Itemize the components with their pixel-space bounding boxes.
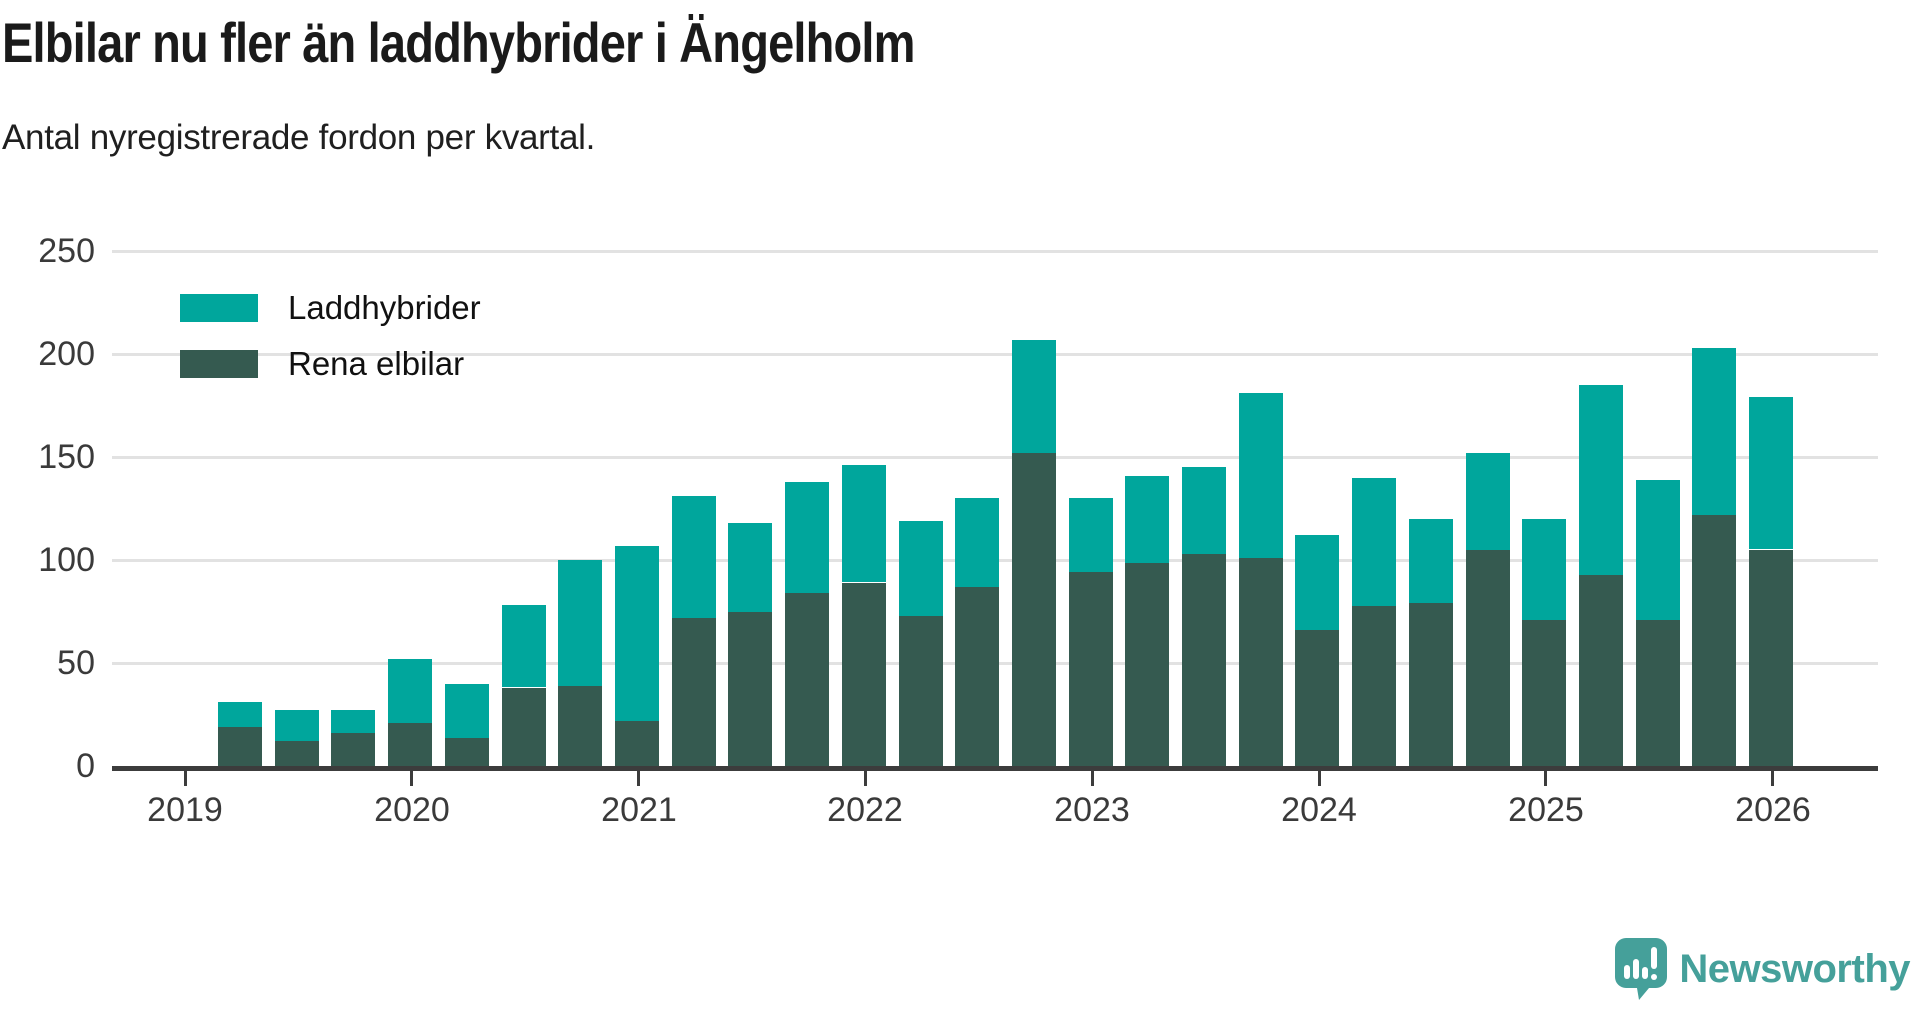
bar-segment-laddhybrider [728,523,772,612]
bar-segment-rena-elbilar [331,733,375,766]
bar-segment-rena-elbilar [1692,515,1736,766]
bar-segment-laddhybrider [899,521,943,616]
bar-segment-rena-elbilar [1522,620,1566,766]
bar-segment-laddhybrider [1579,385,1623,575]
bar-segment-rena-elbilar [1295,630,1339,766]
bar-segment-rena-elbilar [1636,620,1680,766]
bar-segment-laddhybrider [388,659,432,723]
bar-segment-rena-elbilar [1182,554,1226,766]
newsworthy-logo: Newsworthy [1615,938,1910,1000]
bar-segment-laddhybrider [1352,478,1396,606]
bar-segment-rena-elbilar [1466,550,1510,766]
bar-segment-laddhybrider [1295,535,1339,630]
bar-segment-laddhybrider [502,605,546,687]
bar-segment-laddhybrider [1182,467,1226,554]
bar-segment-laddhybrider [842,465,886,582]
bar-segment-rena-elbilar [1239,558,1283,766]
bar-segment-rena-elbilar [502,688,546,766]
bar-segment-laddhybrider [1069,498,1113,572]
x-axis-tick [1771,771,1774,786]
bar-segment-rena-elbilar [445,737,489,766]
bar-segment-rena-elbilar [1749,550,1793,766]
legend-swatch-rena-elbilar [180,350,258,378]
gridline-y-250 [112,250,1878,253]
bar-segment-laddhybrider [1636,480,1680,620]
bar-segment-laddhybrider [1239,393,1283,558]
bar-segment-laddhybrider [955,498,999,587]
x-axis-tick-label: 2019 [147,791,223,829]
bar-segment-laddhybrider [275,710,319,741]
bar-segment-laddhybrider [615,546,659,721]
bar-segment-laddhybrider [1409,519,1453,603]
x-axis-tick [184,771,187,786]
x-axis-tick-label: 2021 [601,791,677,829]
chart-subtitle: Antal nyregistrerade fordon per kvartal. [2,118,596,157]
bar-segment-rena-elbilar [218,727,262,766]
bar-segment-rena-elbilar [672,618,716,766]
bar-segment-laddhybrider [1692,348,1736,515]
legend-label: Rena elbilar [288,345,465,382]
bar-segment-laddhybrider [218,702,262,727]
bar-segment-laddhybrider [1749,397,1793,549]
y-axis-tick-label: 150 [38,438,95,476]
x-axis-tick [864,771,867,786]
newsworthy-bubble-icon [1615,938,1668,1000]
x-axis-tick [1091,771,1094,786]
bar-segment-laddhybrider [672,496,716,618]
bar-segment-laddhybrider [785,482,829,593]
bar-segment-rena-elbilar [955,587,999,766]
x-axis-tick-label: 2023 [1054,791,1130,829]
x-axis-tick-label: 2024 [1281,791,1357,829]
legend-item-rena-elbilar: Rena elbilar [180,345,481,382]
bar-segment-rena-elbilar [728,612,772,767]
x-axis-tick [410,771,413,786]
gridline-y-200 [112,353,1878,356]
legend-item-laddhybrider: Laddhybrider [180,289,481,326]
bar-segment-rena-elbilar [1125,562,1169,766]
y-axis-tick-label: 200 [38,335,95,373]
bar-segment-rena-elbilar [1579,574,1623,766]
newsworthy-wordmark: Newsworthy [1679,946,1910,991]
bar-segment-rena-elbilar [1352,605,1396,766]
x-axis-tick-label: 2020 [374,791,450,829]
bar-segment-laddhybrider [558,560,602,686]
x-axis-tick-label: 2026 [1735,791,1811,829]
y-axis-tick-label: 250 [38,232,95,270]
bar-segment-laddhybrider [445,684,489,738]
x-axis-tick [1318,771,1321,786]
bar-segment-rena-elbilar [388,723,432,766]
bar-segment-rena-elbilar [558,686,602,766]
x-axis-line [112,766,1878,771]
bar-segment-laddhybrider [331,710,375,733]
y-axis-tick-label: 50 [57,644,95,682]
y-axis-tick-label: 0 [76,747,95,785]
x-axis-tick [1544,771,1547,786]
chart-title: Elbilar nu fler än laddhybrider i Ängelh… [2,11,915,74]
bar-segment-rena-elbilar [842,583,886,766]
x-axis-tick-label: 2025 [1508,791,1584,829]
bar-segment-rena-elbilar [899,616,943,766]
y-axis-tick-label: 100 [38,541,95,579]
bar-segment-rena-elbilar [275,741,319,766]
gridline-y-150 [112,456,1878,459]
bar-segment-rena-elbilar [1409,603,1453,766]
bar-segment-laddhybrider [1522,519,1566,620]
bar-segment-rena-elbilar [1069,572,1113,766]
legend-swatch-laddhybrider [180,294,258,322]
bar-segment-rena-elbilar [615,721,659,766]
x-axis-tick-label: 2022 [827,791,903,829]
x-axis-tick [637,771,640,786]
legend-label: Laddhybrider [288,289,481,326]
bar-segment-laddhybrider [1125,476,1169,563]
bar-segment-laddhybrider [1012,340,1056,453]
bar-segment-laddhybrider [1466,453,1510,550]
bar-segment-rena-elbilar [1012,453,1056,766]
bar-segment-rena-elbilar [785,593,829,766]
legend: Laddhybrider Rena elbilar [180,289,481,405]
